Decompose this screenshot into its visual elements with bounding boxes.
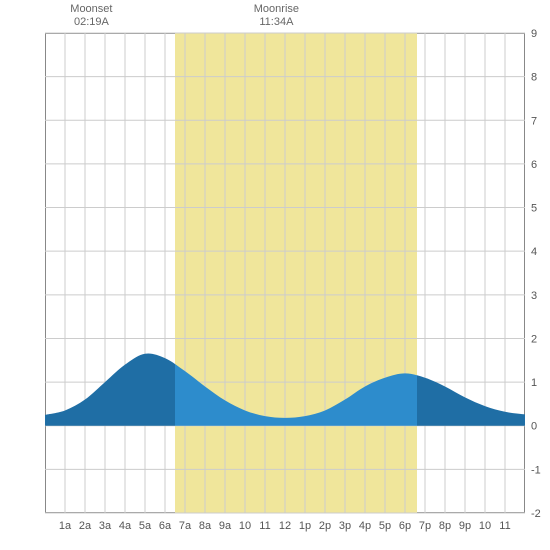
moonset-title: Moonset [70,3,112,15]
tide-chart-wrapper: Moonset 02:19A Moonrise 11:34A 1a 2a 3a 4a 5… [0,0,550,550]
svg-text:4: 4 [531,246,537,258]
svg-text:8a: 8a [199,520,212,532]
moonset-label: Moonset 02:19A [61,3,121,29]
svg-text:7a: 7a [179,520,192,532]
moonrise-title: Moonrise [254,3,299,15]
svg-text:0: 0 [531,421,537,433]
svg-text:9: 9 [531,28,537,40]
svg-text:9a: 9a [219,520,232,532]
svg-text:8p: 8p [439,520,451,532]
svg-text:5a: 5a [139,520,152,532]
svg-text:10: 10 [239,520,251,532]
svg-text:6p: 6p [399,520,411,532]
svg-text:2: 2 [531,333,537,345]
grid-lines [45,33,525,513]
svg-text:2p: 2p [319,520,331,532]
svg-text:1: 1 [531,377,537,389]
daylight-band [175,33,417,513]
svg-text:4a: 4a [119,520,132,532]
svg-text:5p: 5p [379,520,391,532]
svg-text:12: 12 [279,520,291,532]
moonset-time: 02:19A [74,16,109,28]
svg-text:6a: 6a [159,520,172,532]
svg-text:8: 8 [531,72,537,84]
moonrise-time: 11:34A [259,16,293,28]
svg-text:-1: -1 [531,464,541,476]
svg-text:1p: 1p [299,520,311,532]
svg-text:9p: 9p [459,520,471,532]
chart-plot: 1a2a3a4a5a6a7a8a9a1011121p2p3p4p5p6p7p8p… [45,33,525,513]
svg-text:6: 6 [531,159,537,171]
svg-text:3: 3 [531,290,537,302]
moonrise-label: Moonrise 11:34A [246,3,306,29]
svg-text:-2: -2 [531,508,541,520]
svg-text:5: 5 [531,203,537,215]
svg-text:3a: 3a [99,520,112,532]
svg-text:1a: 1a [59,520,72,532]
svg-text:7p: 7p [419,520,431,532]
svg-text:11: 11 [499,520,510,532]
svg-text:7: 7 [531,115,537,127]
x-tick-labels: 1a 2a 3a 4a 5a 6a 7a 8a 9a 10 11 12 1p 2p 3p 4p 5p 6p 7p 8p… [59,520,511,532]
svg-text:2a: 2a [79,520,92,532]
y-tick-labels: -2 -1 0 1 2 3 4 5 6 7 8 9 [531,28,541,520]
svg-text:11: 11 [259,520,270,532]
svg-text:10: 10 [479,520,491,532]
svg-text:3p: 3p [339,520,351,532]
svg-text:4p: 4p [359,520,371,532]
